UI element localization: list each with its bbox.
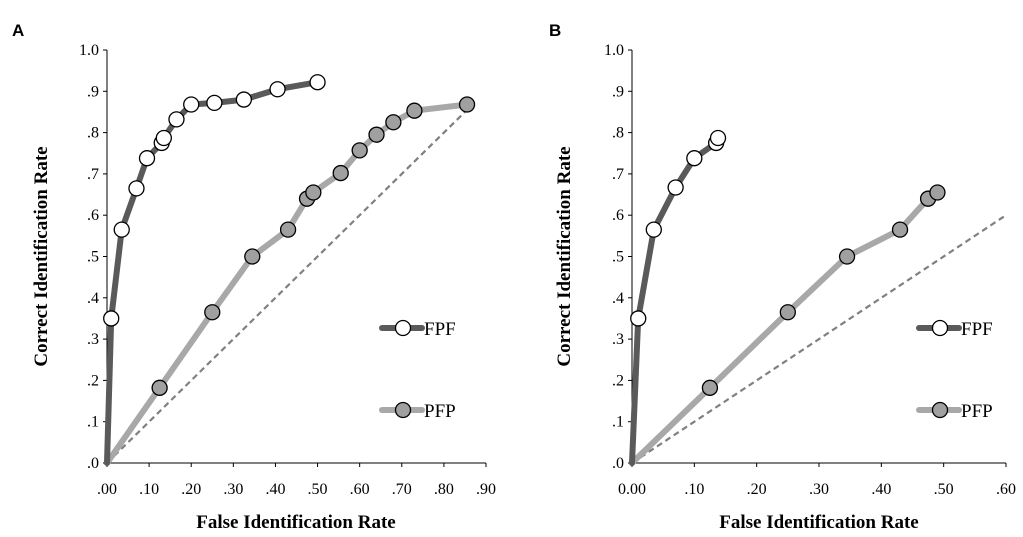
data-point-fpf <box>645 221 662 238</box>
y-tick-label: .8 <box>612 125 624 142</box>
y-tick-label: .9 <box>612 83 624 100</box>
data-point-fpf <box>630 310 647 327</box>
data-point-fpf <box>138 150 156 167</box>
data-point-pfp <box>305 184 322 201</box>
data-point-fpf <box>103 310 120 327</box>
legend-swatch-marker <box>394 319 412 337</box>
x-tick-label: 0.00 <box>618 481 646 498</box>
data-point-fpf <box>309 74 326 91</box>
x-tick-label: .30 <box>223 481 243 498</box>
x-tick-label: .20 <box>747 481 767 498</box>
x-tick-label: .30 <box>809 481 829 498</box>
y-tick-label: .5 <box>87 249 99 266</box>
panel-label: B <box>549 21 561 40</box>
legend-swatch-marker <box>394 401 412 419</box>
data-point-fpf <box>686 150 703 167</box>
legend-swatch-marker <box>931 401 949 419</box>
data-point-pfp <box>244 248 261 265</box>
data-point-fpf <box>128 180 145 197</box>
y-tick-label: .3 <box>87 331 99 348</box>
y-axis-title: Correct Identification Rate <box>554 146 575 366</box>
y-tick-label: .0 <box>87 455 99 472</box>
data-point-pfp <box>701 379 719 396</box>
x-tick-label: .10 <box>139 481 159 498</box>
legend-label: PFP <box>424 401 456 422</box>
reference-dashed-line <box>106 109 468 464</box>
x-tick-label: .10 <box>684 481 704 498</box>
y-tick-label: .2 <box>87 372 99 389</box>
data-point-pfp <box>385 114 402 131</box>
y-tick-label: 1.0 <box>79 42 99 59</box>
series-line-pfp <box>629 189 941 466</box>
data-point-pfp <box>332 164 349 182</box>
x-tick-label: .40 <box>871 481 891 498</box>
chart-panel-b: B .0 .1 .2 .3 .4 .5 .6 .7 .8 .9 1.0 0.00 .10 .20 .30 .40… <box>549 21 1016 533</box>
data-point-fpf <box>269 81 286 98</box>
data-point-fpf <box>168 111 185 128</box>
y-tick-label: .7 <box>87 166 99 183</box>
x-tick-label: .50 <box>934 481 954 498</box>
x-tick-label: .50 <box>308 481 328 498</box>
data-point-pfp <box>929 184 946 201</box>
reference-dashed-line <box>631 214 1007 464</box>
y-tick-label: 1.0 <box>604 42 624 59</box>
x-tick-label: .80 <box>434 481 454 498</box>
data-point-pfp <box>406 102 423 119</box>
y-tick-label: .3 <box>612 331 624 348</box>
data-point-pfp <box>351 142 368 159</box>
y-tick-label: .1 <box>612 414 624 431</box>
y-tick-label: .2 <box>612 372 624 389</box>
legend-label: FPF <box>424 319 456 340</box>
legend-swatch-marker <box>931 319 949 337</box>
y-tick-label: .7 <box>612 166 624 183</box>
x-tick-label: .60 <box>996 481 1016 498</box>
data-point-pfp <box>204 304 221 321</box>
y-tick-label: .6 <box>612 207 624 224</box>
data-point-pfp <box>368 126 385 143</box>
chart-panel-a: A .0 .1 .2 .3 .4 .5 .6 .7 .8 .9 1.0 .00 .10 .20 .30 .40.… <box>12 21 496 533</box>
x-tick-label: .60 <box>350 481 370 498</box>
data-point-fpf <box>183 96 200 113</box>
y-tick-label: .0 <box>612 455 624 472</box>
x-tick-label: .70 <box>392 481 412 498</box>
x-axis-title: False Identification Rate <box>719 512 918 532</box>
data-point-fpf <box>155 129 173 147</box>
x-tick-label: .40 <box>265 481 285 498</box>
data-point-pfp <box>151 379 168 396</box>
data-point-fpf <box>235 91 253 108</box>
y-tick-label: .8 <box>87 125 99 142</box>
y-tick-label: .1 <box>87 414 99 431</box>
data-point-fpf <box>667 179 684 196</box>
y-tick-label: .9 <box>87 83 99 100</box>
x-tick-label: .90 <box>476 481 496 498</box>
y-axis-title: Correct Identification Rate <box>31 146 52 366</box>
data-point-pfp <box>458 96 476 113</box>
data-point-pfp <box>838 248 856 265</box>
y-tick-label: .5 <box>612 249 624 266</box>
panel-label: A <box>12 21 24 40</box>
legend-label: PFP <box>961 401 993 422</box>
legend-label: FPF <box>961 319 993 340</box>
y-tick-label: .4 <box>612 290 624 307</box>
data-point-fpf <box>113 221 130 238</box>
data-point-fpf <box>709 129 727 147</box>
x-tick-label: .20 <box>181 481 201 498</box>
series-line-fpf <box>104 79 321 466</box>
y-tick-label: .6 <box>87 207 99 224</box>
x-axis-title: False Identification Rate <box>196 512 395 532</box>
data-point-pfp <box>779 304 796 321</box>
data-point-fpf <box>206 94 223 112</box>
y-tick-label: .4 <box>87 290 99 307</box>
data-point-pfp <box>279 221 297 238</box>
data-point-pfp <box>891 221 909 238</box>
x-tick-label: .00 <box>97 481 117 498</box>
